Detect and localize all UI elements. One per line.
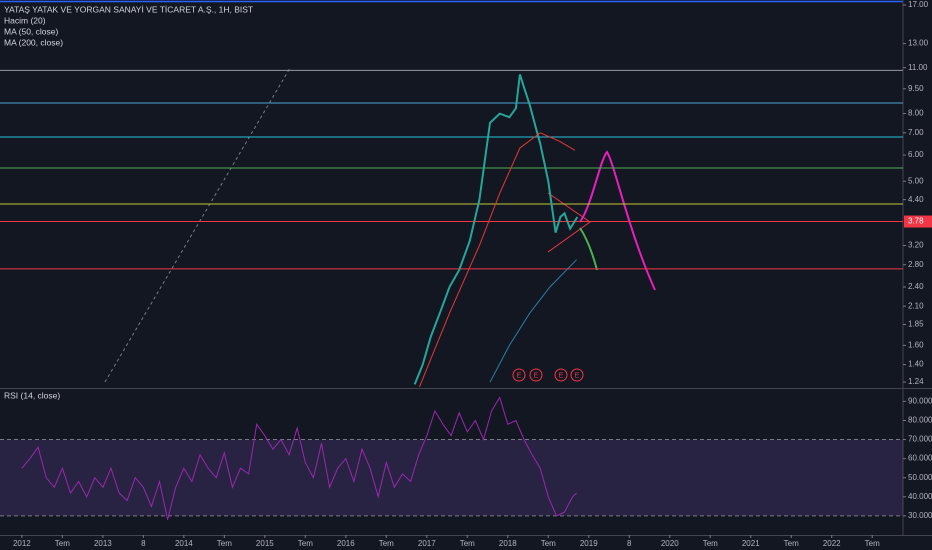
series-line xyxy=(419,132,576,387)
last-price-tag xyxy=(904,215,932,228)
trend-line xyxy=(104,67,291,383)
y-tick-label: 13.00 xyxy=(908,39,929,48)
x-tick-label: Tem xyxy=(379,539,394,548)
y-tick-label: 40.0000 xyxy=(908,492,932,501)
y-tick-label: 6.00 xyxy=(908,150,924,159)
earnings-marker xyxy=(529,368,543,382)
earnings-label: E xyxy=(517,372,522,379)
x-tick-label: 2019 xyxy=(580,539,598,548)
y-tick-label: 4.40 xyxy=(908,195,924,204)
x-tick-label: 2016 xyxy=(337,539,355,548)
legend-entry: MA (200, close) xyxy=(4,37,63,47)
y-tick-label: 9.50 xyxy=(908,84,924,93)
y-tick-label: 8.00 xyxy=(908,109,924,118)
y-tick-label: 1.85 xyxy=(908,320,924,329)
y-tick-label: 80.0000 xyxy=(908,416,932,425)
earnings-marker xyxy=(512,368,526,382)
x-tick-label: Tem xyxy=(541,539,556,548)
chart-title: YATAŞ YATAK VE YORGAN SANAYİ VE TİCARET … xyxy=(4,4,253,14)
y-tick-label: 7.00 xyxy=(908,128,924,137)
x-tick-label: 2021 xyxy=(742,539,760,548)
x-tick-label: 2013 xyxy=(94,539,112,548)
x-tick-label: Tem xyxy=(460,539,475,548)
y-tick-label: 11.00 xyxy=(908,63,928,72)
x-tick-label: 8 xyxy=(627,539,632,548)
series-line xyxy=(21,396,577,520)
earnings-marker xyxy=(570,368,584,382)
x-tick-label: 2022 xyxy=(823,539,841,548)
x-tick-label: Tem xyxy=(784,539,799,548)
y-tick-label: 5.00 xyxy=(908,176,924,185)
rsi-title: RSI (14, close) xyxy=(4,390,60,400)
legend-entry: MA (50, close) xyxy=(4,26,58,36)
y-tick-label: 30.0000 xyxy=(908,511,932,520)
x-tick-label: Tem xyxy=(865,539,880,548)
y-tick-label: 50.0000 xyxy=(908,473,932,482)
projection-down xyxy=(579,227,598,271)
earnings-label: E xyxy=(559,372,564,379)
y-tick-label: 2.40 xyxy=(908,282,924,291)
y-tick-label: 3.20 xyxy=(908,241,924,250)
y-tick-label: 1.60 xyxy=(908,340,924,349)
x-tick-label: Tem xyxy=(298,539,313,548)
y-tick-label: 2.10 xyxy=(908,301,924,310)
earnings-label: E xyxy=(575,372,580,379)
x-tick-label: 2015 xyxy=(256,539,274,548)
y-tick-label: 60.0000 xyxy=(908,454,932,463)
x-tick-label: 2014 xyxy=(175,539,193,548)
series-line xyxy=(489,259,577,383)
y-tick-label: 90.0000 xyxy=(908,396,932,405)
projection-up xyxy=(579,150,656,291)
x-tick-label: 2018 xyxy=(499,539,517,548)
x-tick-label: 2017 xyxy=(418,539,436,548)
last-price-label: 3.78 xyxy=(908,217,924,226)
series-line xyxy=(413,74,579,385)
x-tick-label: Tem xyxy=(703,539,718,548)
x-tick-label: 2020 xyxy=(661,539,679,548)
x-tick-label: 8 xyxy=(141,539,146,548)
x-tick-label: 2012 xyxy=(13,539,31,548)
y-tick-label: 1.24 xyxy=(908,377,924,386)
y-tick-label: 1.40 xyxy=(908,360,924,369)
indicator-label: Hacim (20) xyxy=(4,15,46,25)
earnings-marker xyxy=(554,368,568,382)
x-tick-label: Tem xyxy=(55,539,70,548)
earnings-label: E xyxy=(534,372,539,379)
x-tick-label: Tem xyxy=(217,539,232,548)
y-tick-label: 2.80 xyxy=(908,260,924,269)
y-tick-label: 17.00 xyxy=(908,0,929,9)
y-tick-label: 70.0000 xyxy=(908,435,932,444)
